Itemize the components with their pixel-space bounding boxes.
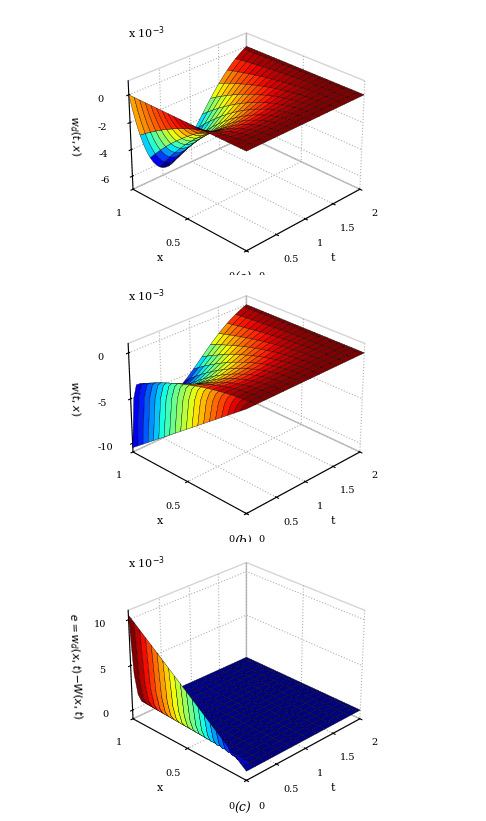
Text: x 10$^{-3}$: x 10$^{-3}$	[128, 287, 165, 304]
Text: x 10$^{-3}$: x 10$^{-3}$	[128, 554, 165, 571]
Text: (b): (b)	[234, 534, 252, 548]
Y-axis label: x: x	[156, 516, 163, 525]
Y-axis label: x: x	[156, 782, 163, 792]
Text: (a): (a)	[234, 272, 252, 285]
Y-axis label: x: x	[156, 253, 163, 263]
X-axis label: t: t	[331, 782, 335, 792]
Text: (c): (c)	[235, 801, 251, 814]
X-axis label: t: t	[331, 516, 335, 525]
X-axis label: t: t	[331, 253, 335, 263]
Text: x 10$^{-3}$: x 10$^{-3}$	[128, 25, 165, 41]
